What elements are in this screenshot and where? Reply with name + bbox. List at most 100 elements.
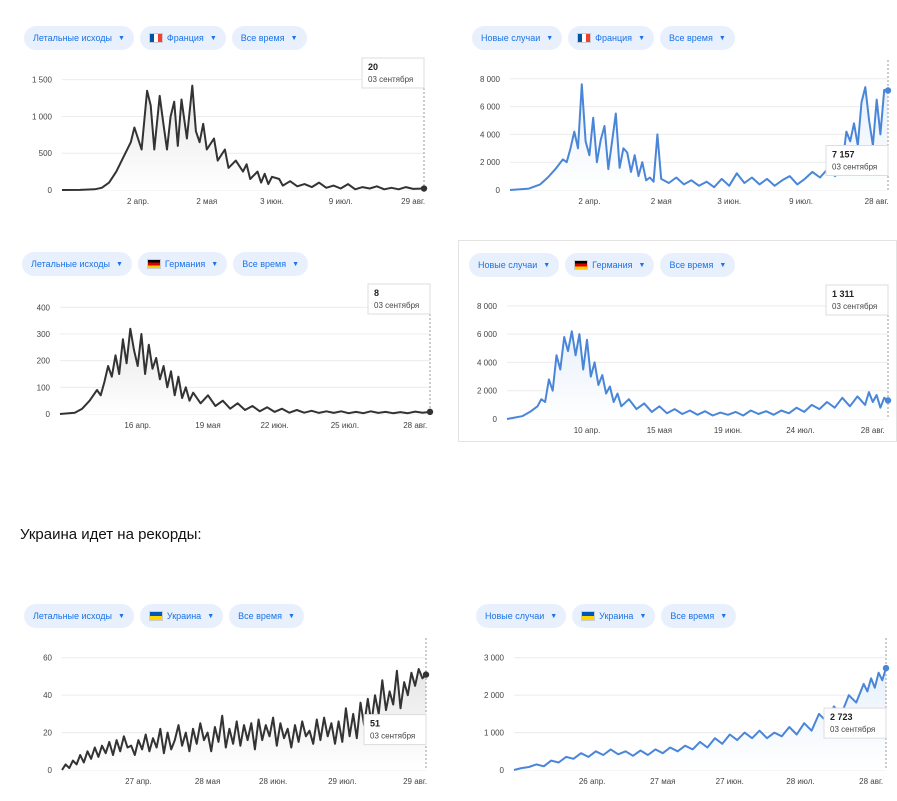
series-line [509, 83, 889, 191]
period-label: Все время [670, 611, 715, 621]
tooltip: 20 03 сентября [361, 57, 425, 89]
tooltip-box [363, 714, 427, 746]
tooltip: 2 723 03 сентября [823, 707, 887, 739]
ukraine-flag-icon [581, 611, 596, 621]
caret-down-icon: ▼ [207, 612, 215, 620]
series-line [506, 330, 889, 420]
x-tick-label: 3 июн. [260, 197, 284, 206]
caret-down-icon: ▼ [550, 612, 558, 620]
y-tick-label: 8 000 [480, 75, 501, 84]
tooltip: 51 03 сентября [363, 714, 427, 746]
metric-label: Летальные исходы [31, 259, 110, 269]
period-label: Все время [669, 33, 713, 43]
endpoint-marker [426, 408, 434, 416]
chart-svg-fr-cases: 0 2 000 4 000 6 000 8 000 2 апр. 2 мая 3 июн. 9 … [480, 60, 892, 206]
caret-down-icon: ▼ [720, 612, 728, 620]
filter-bar: Летальные исходы ▼ Франция ▼ Все время ▼ [24, 26, 307, 50]
country-label: Германия [164, 259, 206, 269]
tooltip-date: 03 сентября [832, 163, 877, 172]
tooltip-date: 03 сентября [370, 732, 415, 741]
caret-down-icon: ▼ [638, 261, 646, 269]
chart-svg-ua-cases: 0 1 000 2 000 3 000 26 апр. 27 мая 27 июн. 28 и… [484, 638, 890, 786]
country-dropdown[interactable]: Франция ▼ [139, 26, 226, 50]
y-tick-label: 20 [43, 729, 52, 738]
x-tick-label: 28 авг. [403, 421, 427, 430]
x-tick-label: 27 июн. [716, 777, 744, 786]
caret-down-icon: ▼ [288, 612, 295, 620]
endpoint-marker [420, 185, 428, 192]
ukraine-flag-icon [148, 611, 163, 621]
tooltip-box [825, 284, 889, 316]
x-tick-label: 29 авг. [403, 777, 427, 786]
period-dropdown[interactable]: Все время ▼ [233, 252, 309, 276]
y-tick-label: 3 000 [484, 654, 505, 663]
period-dropdown[interactable]: Все время ▼ [660, 26, 735, 50]
x-tick-label: 15 мая [647, 426, 672, 435]
period-label: Все время [240, 33, 285, 43]
tooltip-value: 20 [368, 62, 378, 72]
period-dropdown[interactable]: Все время ▼ [660, 253, 736, 277]
country-label: Украина [599, 611, 634, 621]
filter-bar: Летальные исходы ▼ Германия ▼ Все время ▼ [22, 252, 309, 276]
chart-svg-de-cases: 0 2 000 4 000 6 000 8 000 10 апр. 15 мая 19 июн… [477, 284, 892, 435]
y-tick-label: 0 [500, 766, 505, 775]
caret-down-icon: ▼ [209, 34, 217, 42]
country-dropdown[interactable]: Германия ▼ [565, 253, 655, 277]
y-tick-label: 60 [43, 654, 52, 663]
metric-dropdown[interactable]: Новые случаи ▼ [476, 604, 567, 628]
chart-svg-ua-deaths: 0 20 40 60 27 апр. 28 мая 28 июн. 29 июл. 29 авг… [43, 638, 430, 786]
tooltip-value: 8 [374, 288, 379, 298]
metric-dropdown[interactable]: Летальные исходы ▼ [24, 26, 134, 50]
chart-svg-fr-deaths: 0 500 1 000 1 500 2 апр. 2 мая 3 июн. 9 июл. 29 … [32, 57, 428, 206]
tooltip-date: 03 сентября [368, 75, 413, 84]
caret-down-icon: ▼ [117, 612, 125, 620]
metric-dropdown[interactable]: Новые случаи ▼ [472, 26, 563, 50]
country-dropdown[interactable]: Украина ▼ [139, 604, 224, 628]
x-tick-label: 9 июл. [789, 197, 813, 206]
y-tick-label: 2 000 [477, 387, 498, 396]
caret-down-icon: ▼ [719, 261, 727, 269]
tooltip: 1 311 03 сентября [825, 284, 889, 316]
x-tick-label: 28 авг. [865, 197, 889, 206]
y-tick-label: 0 [493, 415, 498, 424]
filter-bar: Новые случаи ▼ Украина ▼ Все время ▼ [476, 604, 737, 628]
x-tick-label: 16 апр. [124, 421, 151, 430]
caret-down-icon: ▼ [718, 34, 726, 42]
france-flag-icon [577, 33, 592, 43]
country-dropdown[interactable]: Украина ▼ [572, 604, 656, 628]
tooltip-value: 7 157 [832, 150, 855, 160]
metric-dropdown[interactable]: Летальные исходы ▼ [24, 604, 134, 628]
filter-bar: Новые случаи ▼ Франция ▼ Все время ▼ [472, 26, 735, 50]
metric-dropdown[interactable]: Летальные исходы ▼ [22, 252, 132, 276]
x-tick-label: 2 мая [651, 197, 672, 206]
caret-down-icon: ▼ [639, 612, 647, 620]
metric-dropdown[interactable]: Новые случаи ▼ [469, 253, 560, 277]
country-dropdown[interactable]: Франция ▼ [568, 26, 654, 50]
y-tick-label: 0 [48, 186, 53, 195]
y-tick-label: 6 000 [477, 330, 498, 339]
y-tick-label: 100 [37, 383, 51, 392]
caret-down-icon: ▼ [292, 260, 300, 268]
country-dropdown[interactable]: Германия ▼ [137, 252, 228, 276]
y-tick-label: 8 000 [477, 302, 498, 311]
period-dropdown[interactable]: Все время ▼ [661, 604, 737, 628]
y-tick-label: 2 000 [480, 158, 501, 167]
period-dropdown[interactable]: Все время ▼ [231, 26, 307, 50]
x-tick-label: 22 июн. [260, 421, 288, 430]
filter-bar: Новые случаи ▼ Германия ▼ Все время ▼ [469, 253, 736, 277]
tooltip-box [361, 57, 425, 89]
tooltip: 7 157 03 сентября [825, 145, 889, 177]
period-label: Все время [669, 260, 714, 270]
series-area [510, 84, 888, 190]
country-label: Германия [592, 260, 633, 270]
y-tick-label: 1 000 [32, 112, 53, 121]
y-tick-label: 200 [37, 357, 51, 366]
y-tick-label: 1 500 [32, 76, 53, 85]
endpoint-marker [884, 87, 892, 94]
x-tick-label: 28 мая [195, 777, 220, 786]
y-tick-label: 400 [37, 303, 51, 312]
caret-down-icon: ▼ [543, 261, 551, 269]
y-tick-label: 0 [496, 186, 501, 195]
metric-label: Новые случаи [485, 611, 545, 621]
period-dropdown[interactable]: Все время ▼ [229, 604, 304, 628]
